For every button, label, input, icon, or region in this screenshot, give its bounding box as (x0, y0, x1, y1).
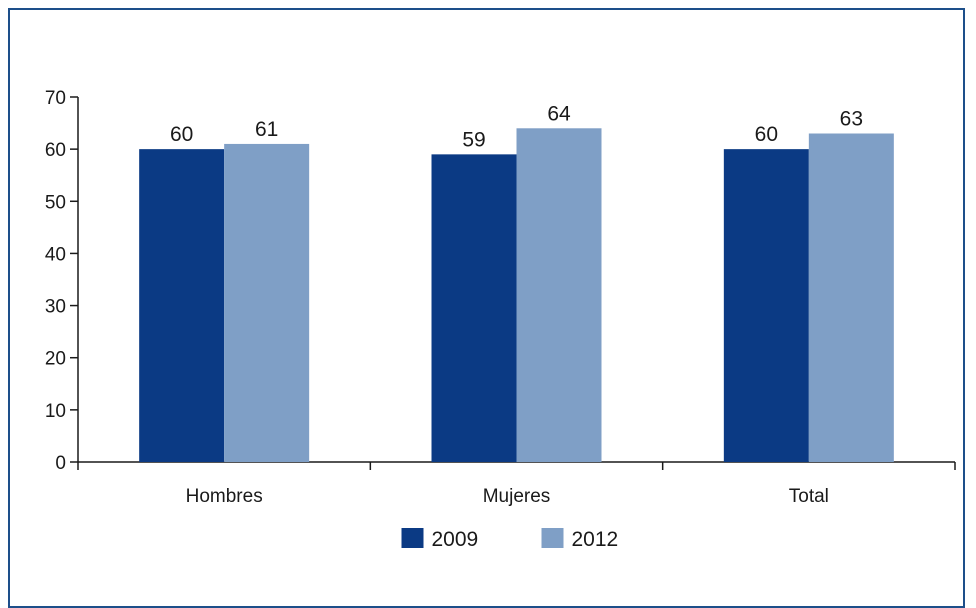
y-tick-label: 10 (45, 401, 66, 422)
y-tick-label: 30 (45, 297, 66, 318)
legend-label: 2009 (432, 528, 479, 551)
bar (808, 133, 894, 462)
bar (516, 128, 602, 463)
legend: 2009 2012 (401, 528, 619, 551)
data-label: 61 (255, 118, 278, 141)
x-category-label: Mujeres (483, 486, 551, 507)
bars (139, 128, 894, 463)
data-labels: 60 61 59 64 60 63 (170, 102, 863, 151)
data-label: 60 (755, 123, 778, 146)
legend-swatch (401, 528, 424, 548)
data-label: 59 (462, 128, 485, 151)
data-label: 63 (840, 108, 863, 131)
x-axis: Hombres Mujeres Total (77, 461, 956, 507)
y-tick-label: 0 (55, 453, 66, 474)
y-tick-label: 50 (45, 192, 66, 213)
bar (224, 143, 310, 462)
x-category-label: Hombres (186, 486, 263, 507)
y-tick-label: 70 (45, 88, 66, 109)
data-label: 64 (547, 102, 571, 125)
data-label: 60 (170, 123, 193, 146)
legend-swatch (541, 528, 564, 548)
bar (431, 154, 517, 462)
x-category-label: Total (789, 486, 829, 507)
bar-chart: 0 10 20 30 40 50 60 70 Hombres Mujeres Total 60 61… (45, 88, 956, 551)
bar (723, 149, 809, 462)
y-tick-label: 20 (45, 349, 66, 370)
bar (139, 149, 225, 462)
legend-label: 2012 (572, 528, 619, 551)
y-tick-label: 40 (45, 244, 66, 265)
y-axis: 0 10 20 30 40 50 60 70 (45, 88, 79, 474)
y-tick-label: 60 (45, 140, 66, 161)
